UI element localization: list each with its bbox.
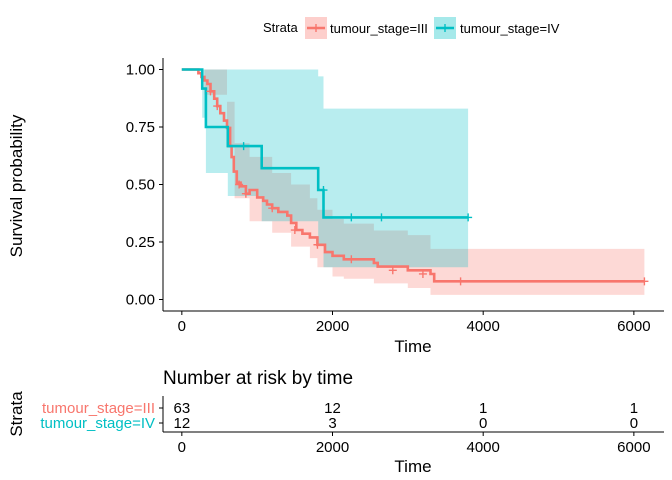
risk-y-axis-title: Strata <box>7 391 26 437</box>
risk-count: 1 <box>479 400 487 417</box>
y-tick-label: 0.75 <box>126 119 155 136</box>
risk-x-tick-label: 2000 <box>316 439 349 456</box>
censor-mark-2 <box>347 213 356 222</box>
risk-row-2: tumour_stage=IV 12 3 0 0 <box>40 415 638 432</box>
censor-mark-1 <box>213 102 222 111</box>
legend-title: Strata <box>263 20 298 35</box>
x-tick-label: 4000 <box>467 318 500 335</box>
y-tick-label: 0.00 <box>126 292 155 309</box>
confidence-band-2 <box>181 69 469 268</box>
risk-x-tick-label: 4000 <box>467 439 500 456</box>
risk-row-1: tumour_stage=III 63 12 1 1 <box>42 400 638 417</box>
censor-mark-2 <box>377 213 386 222</box>
x-tick-label: 6000 <box>617 318 650 335</box>
legend-label: tumour_stage=III <box>330 21 428 36</box>
censor-mark-2 <box>464 213 473 222</box>
risk-table-title: Number at risk by time <box>163 368 353 389</box>
censor-mark-1 <box>290 226 299 235</box>
y-tick-label: 1.00 <box>126 62 155 79</box>
survival-curve-1 <box>181 68 645 283</box>
y-tick-label: 0.50 <box>126 177 155 194</box>
censor-mark-1 <box>268 204 277 213</box>
risk-x-tick-label: 6000 <box>617 439 650 456</box>
x-axis-title: Time <box>394 337 431 356</box>
legend-label: tumour_stage=IV <box>460 21 560 36</box>
y-tick-label: 0.25 <box>126 234 155 251</box>
risk-row-label: tumour_stage=IV <box>40 415 155 432</box>
censor-mark-2 <box>239 142 248 151</box>
censor-mark-1 <box>347 255 356 264</box>
censor-mark-1 <box>206 87 215 96</box>
risk-count: 1 <box>630 400 638 417</box>
censor-mark-1 <box>313 240 322 249</box>
legend-item-1: tumour_stage=III <box>305 17 428 39</box>
legend: Strata tumour_stage=III tumour_stage=IV <box>263 17 560 39</box>
risk-count: 0 <box>630 415 638 432</box>
risk-count: 3 <box>328 415 336 432</box>
risk-x-axis-title: Time <box>394 457 431 476</box>
risk-row-label: tumour_stage=III <box>42 400 155 417</box>
censor-mark-1 <box>456 277 465 286</box>
risk-count: 12 <box>173 415 190 432</box>
censor-mark-1 <box>418 269 427 278</box>
risk-count: 0 <box>479 415 487 432</box>
confidence-band-1 <box>181 69 645 295</box>
censor-mark-1 <box>388 266 397 275</box>
censor-mark-1 <box>640 277 649 286</box>
y-axis-title: Survival probability <box>7 114 26 257</box>
risk-table: Number at risk by time tumour_stage=III 6… <box>7 368 664 476</box>
risk-count: 12 <box>324 400 341 417</box>
km-plot-area: 0.000.250.500.751.00 0 2000 4000 6000 Time … <box>7 58 664 356</box>
legend-item-2: tumour_stage=IV <box>434 17 560 39</box>
risk-count: 63 <box>173 400 190 417</box>
risk-x-tick-label: 0 <box>178 439 186 456</box>
x-tick-label: 2000 <box>316 318 349 335</box>
censor-mark-2 <box>319 186 328 195</box>
censor-mark-1 <box>235 180 244 189</box>
x-tick-label: 0 <box>178 318 186 335</box>
censor-mark-1 <box>241 189 250 198</box>
